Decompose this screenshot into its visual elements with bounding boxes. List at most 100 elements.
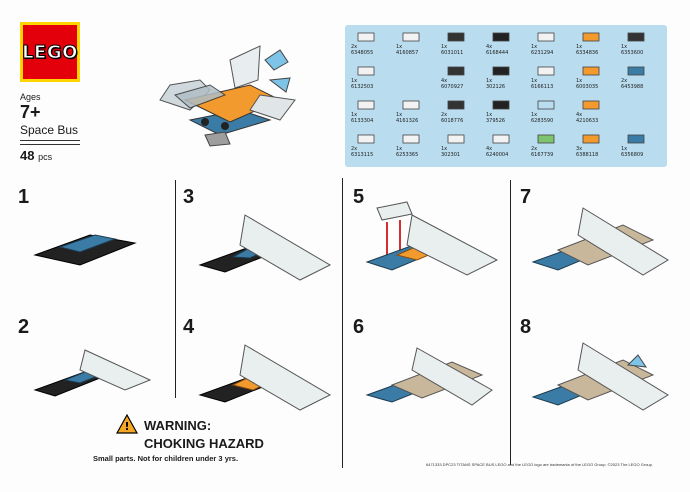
part-qty: 2x bbox=[351, 146, 358, 152]
part-item: 1x 6231294 bbox=[531, 29, 577, 63]
part-item bbox=[396, 63, 442, 97]
part-qty: 1x bbox=[531, 112, 538, 118]
part-qty: 1x bbox=[486, 78, 493, 84]
part-qty: 4x bbox=[486, 146, 493, 152]
part-swatch bbox=[402, 32, 420, 42]
part-id: 6018776 bbox=[441, 118, 464, 124]
step-3-image bbox=[198, 214, 332, 281]
part-item: 1x 302301 bbox=[441, 131, 487, 165]
parts-inventory: 2x 6348055 1x 4160857 1x 6031011 4x 6168444 1x 62… bbox=[345, 25, 667, 167]
ages-value: 7+ bbox=[20, 102, 41, 122]
part-label: 1x 6231294 bbox=[531, 44, 553, 56]
part-item: 2x 6453988 bbox=[621, 63, 667, 97]
part-id: 6070927 bbox=[441, 84, 464, 90]
part-swatch bbox=[627, 134, 645, 144]
step-5-image bbox=[365, 201, 499, 276]
part-qty: 1x bbox=[531, 78, 538, 84]
part-qty: 1x bbox=[351, 112, 358, 118]
part-item: 1x 6253365 bbox=[396, 131, 442, 165]
part-item: 2x 6167739 bbox=[531, 131, 577, 165]
part-swatch bbox=[357, 66, 375, 76]
step-divider bbox=[510, 180, 511, 465]
part-swatch bbox=[492, 134, 510, 144]
step-6-image bbox=[365, 347, 493, 406]
part-item: 2x 6018776 bbox=[441, 97, 487, 131]
step-7-image bbox=[531, 207, 669, 276]
part-swatch bbox=[357, 100, 375, 110]
part-qty: 1x bbox=[351, 78, 358, 84]
part-swatch bbox=[582, 134, 600, 144]
part-label: 1x 6353600 bbox=[621, 44, 643, 56]
part-id: 302301 bbox=[441, 152, 461, 158]
part-qty: 4x bbox=[441, 78, 448, 84]
part-label: 4x 4210633 bbox=[576, 112, 598, 124]
part-swatch bbox=[402, 134, 420, 144]
part-label: 1x 6132503 bbox=[351, 78, 373, 90]
set-name: Space Bus bbox=[20, 123, 80, 141]
part-qty: 1x bbox=[396, 112, 403, 118]
part-label: 1x 6031011 bbox=[441, 44, 463, 56]
step-2-image bbox=[33, 349, 152, 397]
step-number-2: 2 bbox=[18, 316, 30, 338]
part-id: 6313115 bbox=[351, 152, 374, 158]
space-bus-model-image bbox=[159, 45, 296, 147]
part-label: 1x 6133304 bbox=[351, 112, 373, 124]
part-swatch bbox=[627, 66, 645, 76]
part-swatch bbox=[447, 100, 465, 110]
part-id: 4160857 bbox=[396, 50, 419, 56]
part-swatch bbox=[447, 134, 465, 144]
part-label: 4x 6168444 bbox=[486, 44, 508, 56]
part-label: 1x 4161326 bbox=[396, 112, 418, 124]
part-swatch bbox=[582, 100, 600, 110]
part-label: 1x 6253365 bbox=[396, 146, 418, 158]
part-swatch bbox=[492, 100, 510, 110]
piece-count: 48 pcs bbox=[20, 144, 80, 163]
svg-text:!: ! bbox=[124, 420, 129, 433]
part-id: 379526 bbox=[486, 118, 506, 124]
part-item: 4x 6240004 bbox=[486, 131, 532, 165]
part-label: 1x 302301 bbox=[441, 146, 460, 158]
part-id: 6334836 bbox=[576, 50, 599, 56]
part-id: 4210633 bbox=[576, 118, 599, 124]
part-qty: 2x bbox=[621, 78, 628, 84]
part-qty: 2x bbox=[441, 112, 448, 118]
part-id: 6348055 bbox=[351, 50, 374, 56]
part-swatch bbox=[447, 66, 465, 76]
part-id: 6133304 bbox=[351, 118, 374, 124]
part-item: 1x 6283590 bbox=[531, 97, 577, 131]
part-swatch bbox=[492, 66, 510, 76]
part-id: 6353600 bbox=[621, 50, 644, 56]
part-id: 6453988 bbox=[621, 84, 644, 90]
step-divider bbox=[175, 298, 176, 398]
part-qty: 1x bbox=[486, 112, 493, 118]
part-label: 1x 302126 bbox=[486, 78, 505, 90]
part-label: 2x 6313115 bbox=[351, 146, 373, 158]
part-id: 6356809 bbox=[621, 152, 644, 158]
step-number-6: 6 bbox=[353, 316, 365, 338]
part-swatch bbox=[402, 100, 420, 110]
step-number-8: 8 bbox=[520, 316, 532, 338]
part-qty: 1x bbox=[531, 44, 538, 50]
step-8-image bbox=[531, 342, 669, 411]
part-id: 6132503 bbox=[351, 84, 374, 90]
part-item: 1x 302126 bbox=[486, 63, 532, 97]
step-number-1: 1 bbox=[18, 186, 30, 208]
part-label: 3x 6388118 bbox=[576, 146, 598, 158]
part-label: 1x 4160857 bbox=[396, 44, 418, 56]
warning-title: WARNING: bbox=[144, 418, 212, 433]
part-label: 1x 6166113 bbox=[531, 78, 553, 90]
set-info: Ages 7+ Space Bus 48 pcs bbox=[20, 92, 80, 163]
part-swatch bbox=[357, 134, 375, 144]
part-qty: 1x bbox=[441, 44, 448, 50]
part-item: 1x 6334836 bbox=[576, 29, 622, 63]
part-label: 1x 379526 bbox=[486, 112, 505, 124]
part-swatch bbox=[582, 66, 600, 76]
part-qty: 2x bbox=[351, 44, 358, 50]
step-number-3: 3 bbox=[183, 186, 195, 208]
part-qty: 4x bbox=[576, 112, 583, 118]
part-item: 4x 6168444 bbox=[486, 29, 532, 63]
part-swatch bbox=[537, 134, 555, 144]
warning-hazard: CHOKING HAZARD bbox=[144, 436, 264, 451]
step-divider bbox=[175, 180, 176, 340]
part-label: 1x 6003035 bbox=[576, 78, 598, 90]
